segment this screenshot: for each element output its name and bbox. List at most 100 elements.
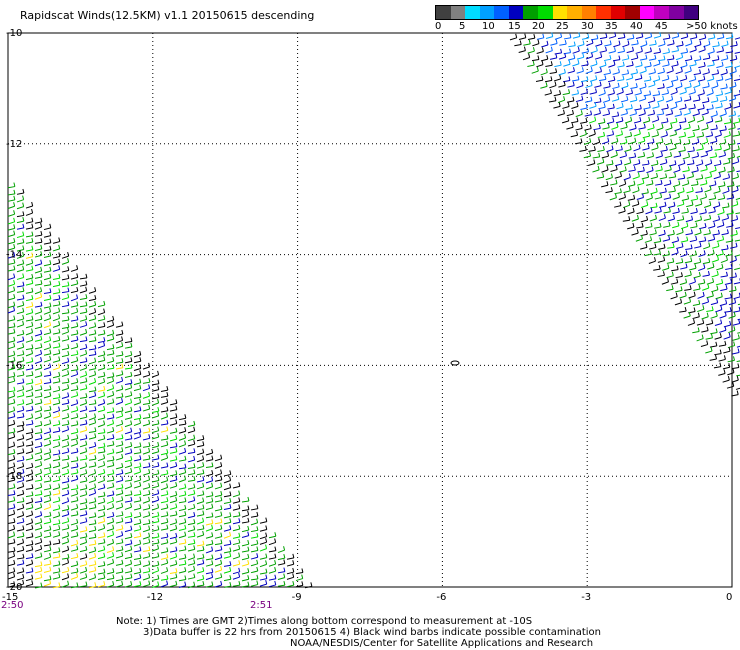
wind-barb-flag	[620, 159, 623, 165]
wind-barb-flag	[67, 413, 70, 418]
wind-barb-flag	[238, 524, 241, 530]
wind-barb-flag	[130, 455, 133, 461]
wind-barb	[196, 486, 204, 490]
wind-barb-flag	[58, 420, 61, 425]
wind-barb-flag	[689, 82, 692, 87]
wind-barb	[97, 395, 105, 399]
wind-barb	[43, 544, 51, 547]
wind-barb	[115, 549, 123, 552]
wind-barb-flag	[22, 211, 25, 216]
wind-barb	[187, 500, 195, 503]
wind-barb-flag	[735, 242, 738, 247]
wind-barb	[7, 346, 15, 350]
wind-barb	[61, 291, 69, 294]
wind-barb	[619, 142, 628, 145]
wind-barb	[52, 534, 60, 538]
wind-barb	[702, 287, 709, 291]
wind-barb-flag	[568, 89, 571, 94]
longitude-label: -9	[292, 592, 302, 603]
wind-barb	[133, 402, 141, 406]
wind-barb	[639, 70, 647, 74]
wind-barb	[151, 570, 159, 574]
wind-barb	[151, 465, 159, 468]
wind-barb-flag	[166, 518, 169, 523]
legend-swatch	[683, 6, 699, 19]
wind-barb-flag	[695, 33, 698, 38]
wind-barb-flag	[639, 116, 642, 122]
latitude-labels: -10-12-14-16-18-20	[6, 28, 22, 593]
wind-barb	[250, 570, 258, 574]
wind-barb	[711, 72, 719, 76]
wind-barb	[649, 232, 657, 236]
wind-barb	[648, 71, 656, 75]
wind-barb	[88, 492, 96, 496]
wind-barb-flag	[85, 532, 88, 537]
wind-barb	[34, 226, 42, 230]
wind-barb	[43, 500, 51, 504]
wind-barb-flag	[682, 200, 685, 205]
wind-barb-flag	[49, 579, 52, 584]
wind-barb	[680, 51, 688, 54]
wind-barb	[61, 429, 69, 433]
wind-barb	[567, 70, 575, 74]
wind-barb-flag	[139, 406, 142, 411]
wind-barb	[25, 437, 33, 441]
wind-barb-flag	[49, 238, 52, 243]
wind-barb-flag	[578, 32, 581, 37]
wind-barb-flag	[721, 75, 724, 80]
wind-barb	[16, 214, 24, 218]
wind-barb	[714, 148, 722, 151]
wind-barb-flag	[665, 146, 668, 151]
wind-barb	[603, 72, 611, 76]
wind-barb-flag	[166, 553, 169, 558]
wind-barb	[223, 494, 231, 498]
wind-barb-flag	[31, 279, 34, 284]
wind-barb-flag	[49, 273, 52, 279]
wind-barb-flag	[677, 46, 680, 51]
wind-barb	[268, 570, 276, 574]
wind-barb-flag	[49, 468, 52, 474]
wind-barb	[651, 163, 659, 167]
wind-barb	[43, 431, 51, 435]
wind-barb-flag	[67, 398, 70, 404]
wind-barb	[722, 206, 730, 209]
wind-barb-flag	[112, 476, 115, 481]
wind-barb-flag	[653, 109, 656, 114]
wind-barb	[52, 472, 60, 475]
wind-barb-flag	[76, 307, 79, 313]
wind-barb-flag	[49, 496, 52, 501]
wind-barb	[43, 535, 51, 538]
wind-barb	[588, 120, 596, 124]
wind-barb-flag	[202, 482, 205, 487]
wind-barb	[734, 51, 740, 54]
wind-barb	[124, 529, 132, 533]
wind-barb-flag	[139, 546, 142, 551]
wind-barb	[544, 79, 553, 83]
wind-barb-flag	[202, 504, 205, 509]
wind-barb	[79, 521, 87, 524]
wind-barb-flag	[265, 517, 268, 522]
wind-barb	[25, 578, 33, 582]
wind-barb-flag	[671, 66, 674, 71]
wind-barb-flag	[688, 108, 691, 114]
wind-barb-flag	[121, 398, 124, 403]
wind-barb-flag	[737, 145, 740, 150]
wind-barb	[52, 493, 60, 496]
wind-barb-flag	[22, 329, 25, 335]
wind-barb	[79, 318, 87, 322]
wind-barb-flag	[256, 574, 259, 579]
legend-swatch	[669, 6, 684, 19]
wind-barb	[605, 177, 613, 181]
wind-barb	[25, 451, 33, 455]
wind-barb-flag	[139, 364, 142, 369]
wind-barb-flag	[103, 505, 106, 510]
wind-barb-flag	[130, 383, 133, 388]
wind-barb	[115, 466, 123, 470]
wind-barb	[70, 325, 78, 329]
wind-barb	[178, 451, 186, 455]
wind-barb	[25, 332, 33, 336]
wind-barb	[728, 329, 736, 334]
wind-barb	[7, 466, 15, 469]
wind-barb	[633, 120, 641, 124]
wind-barb-flag	[76, 370, 79, 375]
